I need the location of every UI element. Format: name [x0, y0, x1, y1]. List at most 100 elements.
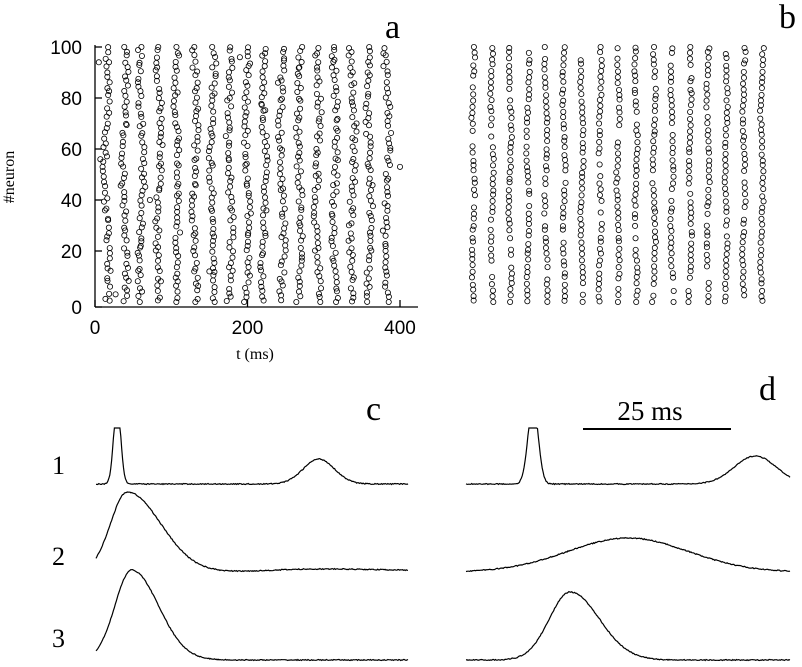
spike-point — [139, 220, 146, 227]
spike-point — [314, 64, 321, 71]
spike-point — [317, 265, 324, 272]
spike-point — [616, 116, 623, 123]
spike-point — [560, 258, 567, 265]
spike-point — [348, 48, 355, 55]
spike-point — [471, 179, 478, 186]
spike-point — [722, 191, 729, 198]
spike-point — [174, 89, 181, 96]
spike-point — [650, 280, 657, 287]
spike-point — [704, 257, 711, 264]
spike-point — [542, 55, 549, 62]
spike-point — [562, 156, 569, 163]
spike-point — [102, 55, 109, 62]
spike-point — [173, 245, 180, 252]
spike-point — [226, 127, 233, 134]
spike-point — [334, 295, 341, 302]
trace-line — [95, 491, 408, 573]
spike-point — [348, 183, 355, 190]
spike-point — [469, 268, 476, 275]
spike-point — [174, 138, 181, 145]
spike-point — [298, 204, 305, 211]
spike-point — [331, 230, 338, 237]
spike-point — [650, 51, 657, 58]
spike-point — [241, 95, 248, 102]
spike-point — [596, 262, 603, 269]
spike-point — [312, 163, 319, 170]
spike-point — [578, 192, 585, 199]
spike-point — [668, 205, 675, 212]
spike-point — [195, 127, 202, 134]
spike-point — [490, 298, 497, 305]
spike-point — [154, 215, 161, 222]
spike-point — [614, 61, 621, 68]
spike-point — [469, 261, 476, 268]
trace-label-2: 2 — [52, 542, 65, 571]
spike-point — [470, 97, 477, 104]
spike-point — [294, 70, 301, 77]
spike-point — [350, 107, 357, 114]
spike-point — [173, 264, 180, 271]
spike-point — [260, 212, 267, 219]
spike-point — [507, 97, 514, 104]
spike-point — [138, 210, 145, 217]
spike-point — [470, 162, 477, 169]
spike-point — [226, 77, 233, 84]
spike-point — [330, 182, 337, 189]
spike-point — [209, 215, 216, 222]
spike-point — [121, 270, 128, 277]
spike-point — [385, 100, 392, 107]
spike-point — [363, 293, 370, 300]
spike-point — [524, 263, 531, 270]
spike-point — [242, 113, 249, 120]
spike-point — [332, 107, 339, 114]
spike-point — [524, 250, 531, 257]
spike-point — [315, 177, 322, 184]
spike-point — [241, 118, 248, 125]
spike-point — [687, 199, 694, 206]
spike-point — [314, 234, 321, 241]
spike-point — [122, 217, 129, 224]
spike-point — [330, 192, 337, 199]
spike-point — [330, 72, 337, 79]
spike-point — [138, 92, 145, 99]
spike-point — [225, 150, 232, 157]
spike-point — [383, 219, 390, 226]
spike-point — [208, 130, 215, 137]
spike-point — [471, 192, 478, 199]
spike-point — [156, 108, 163, 115]
panel-d-trace-lines — [465, 427, 791, 662]
spike-point — [559, 226, 566, 233]
spike-point — [102, 149, 109, 156]
spike-point — [210, 190, 217, 197]
spike-point — [208, 185, 215, 192]
spike-point — [209, 248, 216, 255]
spike-point — [506, 175, 513, 182]
spike-point — [488, 233, 495, 240]
y-tick-label: 80 — [61, 89, 82, 110]
spike-point — [543, 110, 550, 117]
spike-point — [759, 297, 766, 304]
spike-point — [211, 289, 218, 296]
spike-point — [506, 55, 513, 62]
spike-point — [331, 262, 338, 269]
spike-point — [385, 157, 392, 164]
spike-point — [349, 187, 356, 194]
spike-point — [210, 115, 217, 122]
spike-point — [366, 44, 373, 51]
spike-point — [687, 78, 694, 85]
spike-point — [385, 135, 392, 142]
spike-point — [669, 45, 676, 52]
spike-point — [722, 280, 729, 287]
spike-point — [741, 133, 748, 140]
spike-point — [241, 298, 248, 305]
spike-point — [245, 279, 252, 286]
spike-point — [297, 97, 304, 104]
spike-point — [577, 57, 584, 64]
spike-point — [471, 175, 478, 182]
panel-a-spikes — [95, 44, 403, 305]
spike-point — [328, 234, 335, 241]
spike-point — [705, 167, 712, 174]
spike-point — [633, 108, 640, 115]
spike-point — [295, 153, 302, 160]
spike-point — [241, 139, 248, 146]
